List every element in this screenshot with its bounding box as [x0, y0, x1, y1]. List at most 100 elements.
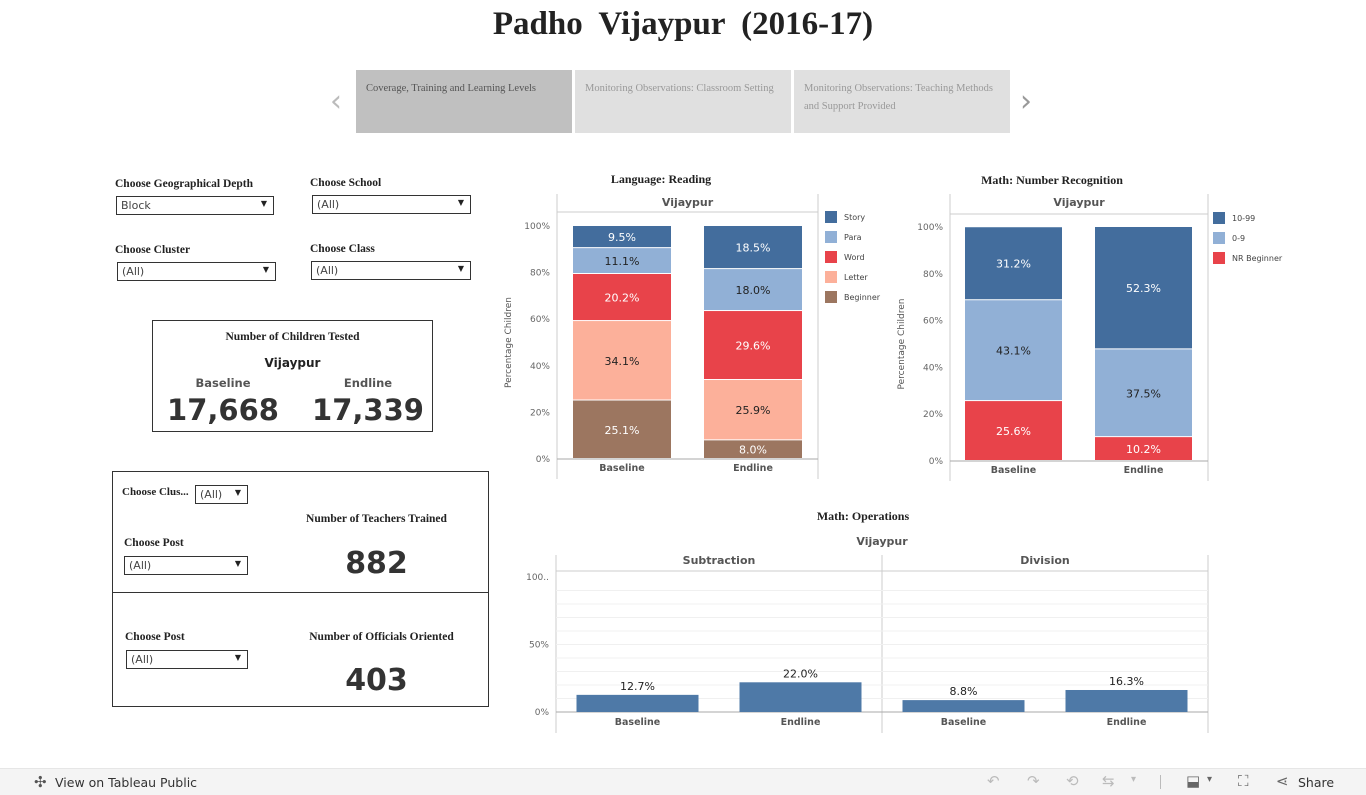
school-value: (All): [317, 198, 340, 211]
bar-segment-10-99-baseline: [965, 227, 1062, 300]
bar-segment-word-endline: [704, 311, 802, 380]
undo-icon[interactable]: ↶: [987, 772, 1000, 790]
baseline-children-count: 17,668: [167, 393, 279, 427]
refresh-dropdown-icon[interactable]: ▾: [1131, 774, 1137, 785]
group-header-division: Division: [1020, 554, 1070, 567]
data-label: 12.7%: [620, 680, 655, 693]
data-label: 25.1%: [605, 424, 640, 437]
geo-depth-value: Block: [121, 199, 151, 212]
x-tick-label: Baseline: [991, 465, 1036, 476]
share-icon[interactable]: ⋖: [1276, 772, 1289, 790]
data-label: 8.0%: [739, 444, 767, 457]
legend-swatch: [825, 251, 837, 263]
x-tick-label: Baseline: [599, 463, 644, 474]
caret-down-icon: ▼: [234, 653, 241, 662]
tableau-logo-icon: ✣: [34, 773, 47, 791]
officials-post-value: (All): [131, 653, 154, 666]
data-label: 22.0%: [783, 667, 818, 680]
geo-depth-label: Choose Geographical Depth: [115, 178, 253, 190]
school-select[interactable]: (All) ▼: [312, 195, 471, 214]
bar-segment-10-99-endline: [1095, 227, 1192, 349]
bar-segment-nr-beginner-baseline: [965, 401, 1062, 460]
teachers-cluster-value: (All): [200, 488, 223, 501]
story-next-arrow-icon[interactable]: ›: [1020, 84, 1032, 119]
caret-down-icon: ▼: [260, 199, 267, 208]
panel-header-label: Vijaypur: [662, 196, 714, 209]
baseline-label: Baseline: [195, 376, 251, 390]
view-on-tableau-link[interactable]: View on Tableau Public: [55, 775, 198, 790]
legend-swatch: [825, 271, 837, 283]
class-value: (All): [316, 264, 339, 277]
legend-swatch: [1213, 232, 1225, 244]
data-label: 25.6%: [996, 425, 1031, 438]
teachers-cluster-label: Choose Clus...: [122, 486, 189, 498]
bar-segment-beginner-baseline: [573, 400, 671, 458]
footer-toolbar: ✣ View on Tableau Public ↶ ↷ ⟲ ⇆ ▾ ⬓ ▾ ⛶…: [0, 768, 1366, 795]
officials-oriented-count: 403: [345, 663, 408, 698]
download-icon[interactable]: ⬓: [1186, 772, 1201, 790]
share-button[interactable]: Share: [1298, 775, 1335, 790]
officials-post-select[interactable]: (All) ▼: [126, 650, 248, 669]
x-tick-label: Endline: [1107, 717, 1147, 728]
teachers-cluster-select[interactable]: (All) ▼: [195, 485, 248, 504]
cluster-value: (All): [122, 265, 145, 278]
story-tab-classroom[interactable]: Monitoring Observations: Classroom Setti…: [575, 70, 791, 133]
officials-oriented-card: Choose Post (All) ▼ Number of Officials …: [112, 592, 489, 707]
bar-segment-word-baseline: [573, 273, 671, 321]
endline-label: Endline: [343, 376, 393, 390]
number-chart-title: Math: Number Recognition: [981, 173, 1123, 187]
revert-icon[interactable]: ⟲: [1066, 772, 1079, 790]
class-label: Choose Class: [310, 243, 375, 255]
caret-down-icon: ▼: [234, 559, 241, 568]
children-tested-region: Vijaypur: [264, 356, 321, 370]
bar-segment-para-endline: [704, 269, 802, 311]
caret-down-icon: ▼: [234, 488, 241, 497]
x-tick-label: Baseline: [941, 717, 986, 728]
geo-depth-select[interactable]: Block ▼: [116, 196, 274, 215]
story-tab-coverage[interactable]: Coverage, Training and Learning Levels: [356, 70, 572, 133]
data-label: 9.5%: [608, 231, 636, 244]
cluster-select[interactable]: (All) ▼: [117, 262, 276, 281]
y-tick-label: 0%: [536, 455, 551, 465]
data-label: 43.1%: [996, 345, 1031, 358]
y-tick-label: 40%: [530, 362, 550, 372]
school-label: Choose School: [310, 177, 382, 189]
data-label: 34.1%: [605, 355, 640, 368]
toolbar-divider: [1160, 775, 1161, 789]
bar-subtraction-baseline: [576, 694, 699, 712]
redo-icon[interactable]: ↷: [1027, 772, 1040, 790]
teachers-trained-count: 882: [345, 546, 408, 581]
story-prev-arrow-icon[interactable]: ‹: [330, 84, 342, 119]
data-label: 11.1%: [605, 255, 640, 268]
children-tested-card: Number of Children Tested Vijaypur Basel…: [152, 320, 433, 432]
officials-post-label: Choose Post: [125, 631, 185, 643]
refresh-icon[interactable]: ⇆: [1102, 772, 1115, 790]
data-label: 8.8%: [950, 685, 978, 698]
bar-segment-beginner-endline: [704, 440, 802, 458]
legend-label: Story: [844, 213, 865, 222]
y-axis-title: Percentage Children: [897, 299, 907, 390]
x-tick-label: Baseline: [615, 717, 660, 728]
cluster-label: Choose Cluster: [115, 244, 191, 256]
data-label: 31.2%: [996, 258, 1031, 271]
fullscreen-icon[interactable]: ⛶: [1238, 772, 1249, 790]
bar-segment-para-baseline: [573, 248, 671, 273]
teachers-post-select[interactable]: (All) ▼: [124, 556, 248, 575]
children-tested-title: Number of Children Tested: [225, 331, 360, 343]
class-select[interactable]: (All) ▼: [311, 261, 471, 280]
bar-division-baseline: [902, 700, 1025, 712]
story-tab-teaching[interactable]: Monitoring Observations: Teaching Method…: [794, 70, 1010, 133]
data-label: 25.9%: [736, 404, 771, 417]
officials-oriented-title: Number of Officials Oriented: [309, 631, 454, 643]
legend-label: 10-99: [1232, 214, 1255, 223]
y-tick-label: 0%: [929, 457, 944, 467]
legend-label: Beginner: [844, 293, 881, 302]
data-label: 10.2%: [1126, 443, 1161, 456]
endline-children-count: 17,339: [312, 393, 424, 427]
y-tick-label: 60%: [530, 315, 550, 325]
bar-division-endline: [1065, 689, 1188, 712]
y-tick-label: 20%: [923, 410, 943, 420]
legend-swatch: [825, 291, 837, 303]
download-dropdown-icon[interactable]: ▾: [1207, 774, 1213, 785]
legend-label: Word: [844, 253, 865, 262]
